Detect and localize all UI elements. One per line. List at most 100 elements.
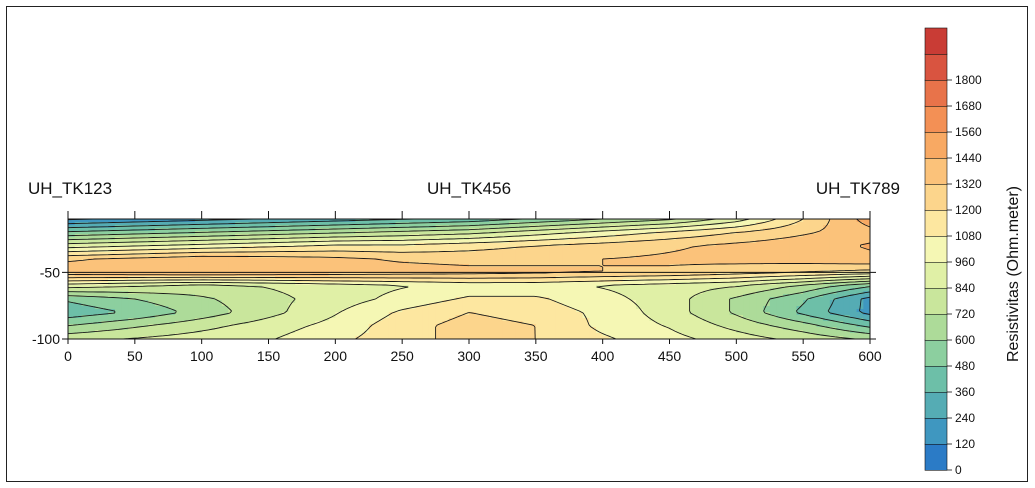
contour-cell xyxy=(114,321,123,325)
contour-cell xyxy=(682,324,691,328)
contour-cell xyxy=(335,288,343,292)
contour-cell xyxy=(402,336,410,339)
contour-cell xyxy=(669,273,677,277)
contour-cell xyxy=(301,309,310,313)
contour-cell xyxy=(662,240,671,244)
contour-cell xyxy=(448,309,457,313)
contour-cell xyxy=(235,291,243,295)
contour-cell xyxy=(582,309,590,313)
contour-cell xyxy=(281,228,290,232)
contour-cell xyxy=(408,327,417,331)
contour-cell xyxy=(148,321,156,325)
contour-cell xyxy=(823,264,831,268)
contour-cell xyxy=(555,330,564,334)
contour-cell xyxy=(849,333,858,337)
contour-cell xyxy=(395,255,403,259)
contour-cell xyxy=(595,309,604,313)
contour-cell xyxy=(636,252,644,256)
contour-cell xyxy=(843,252,851,256)
contour-cell xyxy=(515,273,524,277)
contour-cell xyxy=(756,333,764,337)
contour-cell xyxy=(709,297,717,301)
contour-cell xyxy=(154,267,163,271)
contour-cell xyxy=(422,324,430,328)
contour-cell xyxy=(181,309,189,313)
contour-cell xyxy=(368,273,377,277)
contour-cell xyxy=(174,246,183,250)
contour-cell xyxy=(455,300,463,304)
contour-cell xyxy=(114,300,123,304)
contour-cell xyxy=(702,276,711,280)
contour-cell xyxy=(749,267,757,271)
contour-cell xyxy=(716,279,724,283)
contour-cell xyxy=(783,234,791,238)
contour-cell xyxy=(589,261,597,265)
contour-cell xyxy=(362,336,370,339)
contour-cell xyxy=(428,294,437,298)
contour-cell xyxy=(756,222,764,226)
contour-cell xyxy=(201,327,209,331)
contour-cell xyxy=(402,267,410,271)
contour-cell xyxy=(68,219,76,223)
contour-cell xyxy=(749,231,757,235)
contour-cell xyxy=(729,267,737,271)
contour-cell xyxy=(241,333,250,337)
contour-cell xyxy=(542,330,550,334)
contour-cell xyxy=(763,327,771,331)
contour-cell xyxy=(375,273,383,277)
contour-cell xyxy=(555,300,564,304)
contour-cell xyxy=(482,318,490,322)
contour-cell xyxy=(789,309,798,313)
contour-cell xyxy=(194,276,203,280)
contour-cell xyxy=(428,252,437,256)
contour-cell xyxy=(128,261,136,265)
contour-cell xyxy=(776,255,784,259)
contour-cell xyxy=(295,333,303,337)
contour-cell xyxy=(763,297,771,301)
contour-cell xyxy=(408,315,417,319)
contour-cell xyxy=(215,312,223,316)
contour-cell xyxy=(201,243,209,247)
contour-cell xyxy=(194,264,203,268)
contour-cell xyxy=(609,222,617,226)
contour-cell xyxy=(368,291,377,295)
contour-cell xyxy=(796,273,804,277)
contour-cell xyxy=(408,294,417,298)
contour-cell xyxy=(388,219,397,223)
contour-cell xyxy=(722,318,731,322)
contour-cell xyxy=(148,306,156,310)
contour-cell xyxy=(168,294,176,298)
contour-cell xyxy=(709,318,717,322)
contour-cell xyxy=(515,231,524,235)
contour-cell xyxy=(502,255,510,259)
contour-cell xyxy=(689,225,697,229)
contour-cell xyxy=(482,309,490,313)
contour-cell xyxy=(288,288,296,292)
contour-cell xyxy=(348,261,356,265)
contour-cell xyxy=(74,336,82,339)
contour-cell xyxy=(355,225,363,229)
contour-cell xyxy=(128,294,136,298)
contour-cell xyxy=(756,270,764,274)
contour-cell xyxy=(174,264,183,268)
contour-cell xyxy=(268,267,276,271)
contour-cell xyxy=(783,222,791,226)
contour-cell xyxy=(829,300,838,304)
contour-cell xyxy=(168,288,176,292)
contour-cell xyxy=(382,336,390,339)
contour-cell xyxy=(208,330,216,334)
contour-cell xyxy=(181,237,189,241)
contour-cell xyxy=(769,294,778,298)
contour-cell xyxy=(863,246,870,250)
contour-cell xyxy=(636,237,644,241)
contour-cell xyxy=(335,246,343,250)
contour-cell xyxy=(375,228,383,232)
contour-cell xyxy=(442,330,450,334)
contour-cell xyxy=(602,246,610,250)
contour-cell xyxy=(669,270,677,274)
contour-cell xyxy=(642,285,651,289)
contour-cell xyxy=(669,240,677,244)
contour-cell xyxy=(248,219,256,223)
contour-cell xyxy=(542,285,550,289)
contour-cell xyxy=(415,249,423,253)
